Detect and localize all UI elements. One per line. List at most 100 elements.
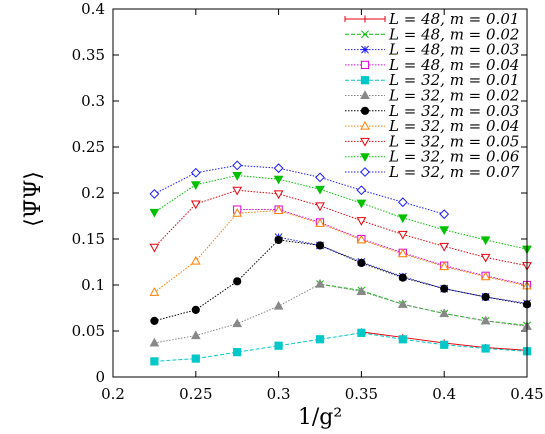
y-tick-label: 0.25 (72, 138, 105, 156)
data-point (360, 120, 370, 130)
data-point (315, 218, 325, 227)
data-point (397, 214, 408, 224)
data-point (149, 337, 160, 347)
data-point (315, 185, 325, 195)
series-line (154, 239, 528, 322)
plot-frame (112, 8, 528, 378)
data-point (397, 230, 408, 240)
data-point (273, 175, 284, 185)
series-7 (150, 235, 532, 325)
series-11 (149, 160, 450, 220)
data-point (397, 197, 408, 208)
data-point (273, 190, 284, 200)
data-point (480, 315, 491, 325)
data-point (274, 341, 283, 350)
data-point (232, 160, 243, 171)
series-line (319, 283, 528, 326)
legend-label: L = 32, m = 0.01 (388, 71, 519, 89)
legend-entry: L = 32, m = 0.04 (345, 117, 519, 135)
data-point (397, 248, 408, 258)
data-point (149, 208, 160, 218)
data-point (480, 271, 491, 281)
x-axis-label: 1/g² (298, 405, 342, 430)
data-point (357, 328, 366, 337)
x-tick-label: 0.2 (101, 385, 125, 403)
legend-label: L = 32, m = 0.04 (388, 117, 519, 135)
legend-entry: L = 48, m = 0.02 (345, 25, 519, 43)
data-point (233, 277, 242, 286)
data-point (481, 344, 490, 353)
data-point (440, 340, 449, 349)
legend-label: L = 32, m = 0.05 (388, 132, 519, 150)
legend-entry: L = 32, m = 0.06 (345, 148, 520, 166)
data-point (360, 60, 370, 69)
legend-label: L = 32, m = 0.02 (388, 87, 519, 105)
legend-entry: L = 48, m = 0.01 (344, 10, 519, 28)
x-tick-label: 0.35 (345, 385, 378, 403)
data-point (356, 286, 367, 295)
data-point (439, 308, 450, 318)
data-point (480, 253, 491, 263)
data-point (361, 30, 369, 39)
data-point (232, 208, 243, 217)
legend-entry: L = 48, m = 0.03 (345, 41, 519, 59)
legend-label: L = 32, m = 0.06 (388, 148, 520, 166)
data-point (149, 243, 160, 253)
series-9 (149, 186, 532, 271)
legend-label: L = 32, m = 0.07 (388, 163, 520, 181)
x-tick-label: 0.25 (179, 385, 212, 403)
data-point (356, 217, 367, 226)
x-tick-label: 0.45 (510, 385, 543, 403)
legend-label: L = 48, m = 0.04 (388, 56, 519, 74)
data-point (190, 200, 201, 210)
data-point (315, 278, 325, 288)
data-point (481, 292, 490, 302)
series-5 (150, 328, 532, 366)
y-tick-label: 0.35 (72, 46, 105, 64)
data-point (440, 284, 449, 293)
data-point (356, 199, 367, 209)
data-point (360, 137, 370, 147)
data-point (315, 241, 325, 250)
data-point (397, 299, 408, 308)
tick-labels: 0.2 0.25 0.3 0.35 0.4 0.45 0 0.05 0.1 0.15 0.2 0.25… (72, 0, 544, 403)
data-point (480, 236, 491, 246)
y-tick-label: 0.1 (81, 276, 105, 294)
data-point (274, 235, 283, 245)
data-point (191, 354, 200, 363)
data-point (190, 181, 201, 190)
data-point (273, 163, 284, 174)
legend-label: L = 48, m = 0.03 (388, 41, 519, 59)
series-layer (149, 160, 532, 366)
legend: L = 48, m = 0.01L = 48, m = 0.02L = 48, … (344, 10, 520, 181)
data-point (356, 185, 367, 196)
data-point (190, 330, 201, 340)
data-point (273, 205, 284, 214)
data-point (232, 318, 243, 328)
y-tick-label: 0.15 (72, 230, 105, 248)
series-6 (149, 278, 532, 347)
series-8 (149, 205, 532, 296)
y-tick-label: 0.05 (72, 322, 105, 340)
data-point (233, 348, 242, 357)
x-tick-label: 0.4 (432, 385, 456, 403)
series-line (278, 236, 528, 304)
data-point (149, 189, 160, 199)
data-point (232, 186, 243, 196)
series-line (154, 332, 528, 362)
legend-entry: L = 32, m = 0.03 (345, 102, 519, 120)
x-tick-label: 0.3 (267, 385, 291, 403)
data-point (150, 316, 159, 325)
legend-entry: L = 32, m = 0.02 (345, 87, 519, 105)
data-point (356, 234, 367, 244)
y-tick-label: 0.2 (81, 184, 105, 202)
data-point (232, 172, 243, 181)
legend-label: L = 32, m = 0.03 (388, 102, 519, 120)
legend-label: L = 48, m = 0.01 (388, 10, 519, 28)
data-point (149, 287, 160, 296)
data-point (315, 202, 325, 212)
data-point (360, 76, 370, 85)
y-axis-label: ⟨Ψ̄Ψ⟩ (21, 171, 46, 227)
series-line (154, 164, 445, 215)
